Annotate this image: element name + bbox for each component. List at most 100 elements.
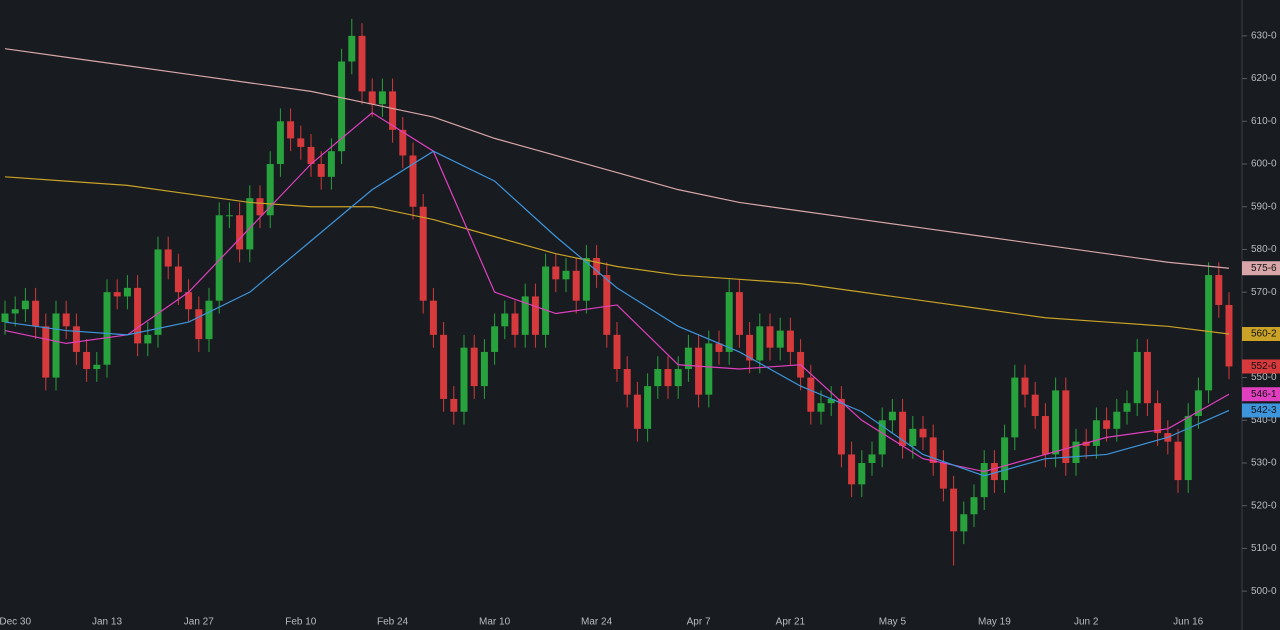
y-tick-label: 570-0 (1251, 287, 1277, 298)
candle-body (174, 266, 182, 293)
candle-body (1021, 377, 1029, 395)
candle-body (266, 164, 274, 216)
candle-body (1072, 441, 1080, 463)
price-tag (1242, 327, 1280, 342)
candle-body (756, 326, 764, 361)
candle-body (1225, 304, 1233, 367)
price-tag-label: 552-6 (1251, 361, 1277, 372)
candle-body (21, 300, 29, 310)
candle-body (817, 403, 825, 412)
candle-body (287, 121, 295, 139)
candle-body (236, 215, 244, 250)
candle-body (582, 257, 590, 301)
candle-body (123, 287, 131, 297)
candle-body (919, 428, 927, 438)
candle-body (276, 121, 284, 165)
candle-body (205, 300, 213, 340)
candle-body (429, 300, 437, 335)
candle-body (980, 462, 988, 498)
candle-body (613, 334, 621, 370)
candle-body (807, 377, 815, 412)
candle-body (531, 296, 539, 335)
x-tick-label: Mar 10 (479, 617, 511, 628)
candle-body (664, 369, 672, 387)
candle-body (378, 91, 386, 105)
candle-body (888, 411, 896, 421)
candle-body (766, 326, 774, 348)
candle-body (307, 146, 315, 165)
candle-body (1123, 403, 1131, 412)
x-tick-label: Jan 13 (92, 617, 122, 628)
candle-body (623, 369, 631, 395)
x-tick-label: May 19 (978, 617, 1011, 628)
candle-body (1113, 411, 1121, 429)
candle-body (1184, 416, 1192, 481)
candle-body (297, 138, 305, 147)
candle-body (399, 129, 407, 156)
price-tag-label: 546-1 (1251, 389, 1277, 400)
candle-body (368, 91, 376, 105)
moving-average-line (4, 176, 1230, 335)
candle-body (491, 326, 499, 352)
x-tick-label: Jun 16 (1173, 617, 1203, 628)
candle-body (1011, 377, 1019, 438)
candle-body (11, 309, 19, 314)
candle-body (603, 275, 611, 335)
candle-body (358, 35, 366, 92)
candle-body (42, 326, 50, 378)
candle-body (715, 343, 723, 352)
candle-body (62, 313, 70, 327)
candle-body (848, 454, 856, 485)
candle-body (705, 343, 713, 395)
candle-body (348, 35, 356, 62)
candle-body (1, 313, 9, 323)
candle-body (929, 437, 937, 463)
candle-body (939, 462, 947, 489)
price-tag (1242, 359, 1280, 374)
x-tick-label: May 5 (879, 617, 907, 628)
candle-body (1052, 390, 1060, 455)
candle-body (103, 292, 111, 365)
y-tick-label: 630-0 (1251, 31, 1277, 42)
candle-body (674, 369, 682, 387)
candle-body (32, 300, 40, 327)
price-tag (1242, 403, 1280, 418)
candle-body (83, 351, 91, 370)
candle-body (440, 334, 448, 399)
x-tick-label: Dec 30 (0, 617, 31, 628)
candle-body (1143, 351, 1151, 404)
candle-body (1103, 420, 1111, 429)
candle-body (878, 420, 886, 455)
candle-body (52, 313, 60, 378)
y-tick-label: 610-0 (1251, 116, 1277, 127)
candle-body (511, 313, 519, 335)
candle-body (1205, 275, 1213, 391)
candle-body (1092, 420, 1100, 446)
x-tick-label: Mar 24 (581, 617, 613, 628)
candle-body (409, 155, 417, 207)
x-tick-label: Jan 27 (184, 617, 214, 628)
candle-body (317, 164, 325, 177)
candle-body (134, 287, 142, 344)
y-tick-label: 590-0 (1251, 201, 1277, 212)
candle-body (1001, 437, 1009, 481)
candle-body (450, 398, 458, 412)
candle-body (1194, 390, 1202, 417)
candle-body (542, 266, 550, 335)
candle-body (746, 334, 754, 361)
candle-body (633, 394, 641, 429)
y-tick-label: 520-0 (1251, 500, 1277, 511)
candle-body (950, 488, 958, 532)
y-tick-label: 510-0 (1251, 543, 1277, 554)
y-tick-label: 580-0 (1251, 244, 1277, 255)
candle-body (521, 296, 529, 335)
price-tag (1242, 261, 1280, 276)
y-tick-label: 530-0 (1251, 458, 1277, 469)
candle-body (1174, 441, 1182, 481)
y-tick-label: 550-0 (1251, 372, 1277, 383)
candle-body (154, 249, 162, 335)
candle-body (868, 454, 876, 463)
